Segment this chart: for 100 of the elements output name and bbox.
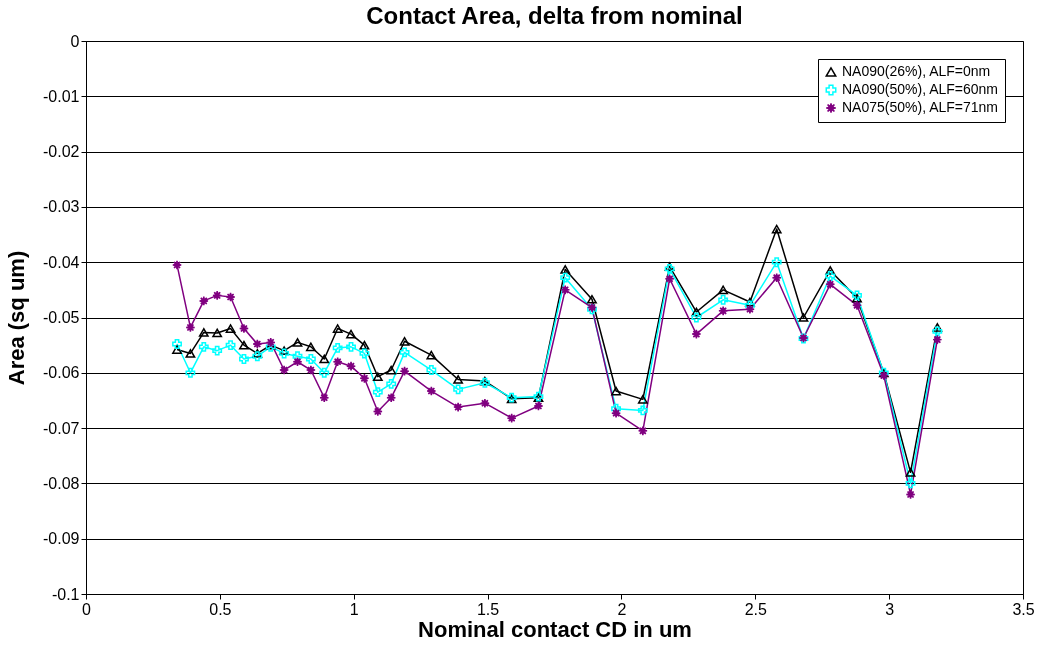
point	[745, 300, 755, 311]
point	[305, 354, 316, 364]
point	[332, 356, 343, 367]
point	[611, 403, 622, 414]
x-tick-label: 3	[885, 600, 895, 618]
point	[691, 329, 702, 340]
y-tick-label: -0.01	[43, 87, 80, 105]
point	[426, 350, 437, 360]
point	[637, 405, 648, 416]
point	[359, 348, 370, 359]
legend-label: NA075(50%), ALF=71nm	[842, 99, 999, 115]
legend-label: NA090(26%), ALF=0nm	[842, 63, 991, 79]
point	[533, 401, 544, 411]
point	[399, 347, 410, 358]
point	[359, 340, 370, 350]
point	[172, 339, 182, 349]
point	[825, 271, 836, 281]
x-tick-label: 1.5	[476, 600, 500, 618]
point	[506, 413, 517, 424]
point	[905, 489, 916, 500]
point	[825, 266, 836, 275]
point	[319, 392, 330, 403]
legend-label: NA090(50%), ALF=60nm	[842, 81, 999, 97]
x-tick-label: 0	[82, 600, 92, 618]
y-tick-label: -0.08	[43, 474, 80, 492]
x-tick-label: 2	[617, 600, 627, 618]
point	[664, 273, 675, 284]
point	[560, 272, 571, 283]
y-tick-label: -0.07	[43, 419, 80, 437]
point	[346, 361, 356, 372]
point	[212, 290, 223, 301]
point	[453, 384, 464, 395]
point	[332, 342, 343, 353]
point	[185, 367, 196, 378]
point	[225, 324, 236, 333]
point	[560, 265, 571, 274]
point	[386, 392, 397, 403]
point	[252, 349, 263, 358]
point	[279, 365, 290, 375]
point	[359, 373, 370, 384]
point	[426, 386, 437, 396]
point	[771, 224, 782, 234]
y-tick-label: -0.02	[43, 143, 80, 161]
point	[453, 402, 464, 413]
point	[426, 365, 437, 375]
point	[198, 295, 209, 306]
x-axis-title: Nominal contact CD in um	[418, 616, 692, 642]
point	[319, 367, 330, 378]
point	[905, 467, 916, 477]
point	[198, 328, 209, 337]
point	[745, 304, 755, 315]
point	[346, 341, 356, 352]
point	[386, 378, 397, 389]
point	[745, 297, 755, 307]
point	[587, 294, 597, 304]
point	[399, 366, 410, 377]
point	[185, 349, 196, 358]
x-tick-label: 1	[349, 600, 359, 618]
y-tick-label: -0.06	[43, 364, 80, 382]
point	[292, 338, 303, 347]
point	[239, 323, 249, 334]
point	[637, 425, 648, 436]
point	[798, 313, 809, 322]
point	[172, 345, 182, 354]
point	[718, 285, 729, 295]
point	[386, 365, 397, 375]
chart-title: Contact Area, delta from nominal	[366, 2, 743, 29]
point	[932, 323, 943, 332]
y-tick-label: -0.04	[43, 253, 80, 271]
point	[185, 322, 196, 333]
point	[372, 406, 383, 417]
point	[372, 387, 383, 398]
y-axis-title: Area (sq um)	[4, 250, 30, 386]
point	[771, 272, 782, 283]
point	[932, 326, 943, 337]
point	[212, 328, 223, 338]
y-tick-label: -0.03	[43, 198, 80, 216]
x-tick-label: 0.5	[209, 600, 232, 618]
point	[305, 342, 316, 352]
point	[932, 334, 943, 345]
point	[637, 394, 648, 404]
point	[718, 305, 729, 316]
point	[252, 339, 263, 349]
point	[239, 354, 249, 364]
point	[172, 260, 182, 270]
point	[691, 312, 702, 323]
point	[252, 351, 263, 362]
point	[718, 294, 729, 305]
point	[292, 356, 303, 367]
x-tick-label: 2.5	[744, 600, 767, 618]
point	[372, 372, 383, 382]
point	[560, 284, 571, 295]
y-tick-label: 0	[70, 32, 80, 50]
y-tick-label: -0.09	[43, 530, 80, 548]
point	[399, 336, 410, 346]
point	[319, 354, 330, 364]
point	[691, 307, 702, 317]
point	[453, 375, 464, 384]
point	[305, 365, 316, 375]
point	[479, 398, 490, 409]
